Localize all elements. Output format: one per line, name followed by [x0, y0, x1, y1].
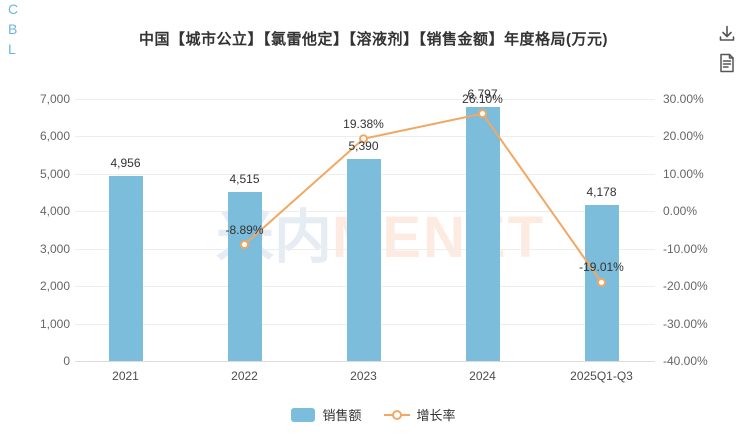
bar-2021[interactable] [108, 175, 143, 361]
x-axis-label: 2023 [350, 369, 377, 383]
line-point-2025Q1-Q3[interactable] [597, 277, 606, 287]
line-point-2022[interactable] [240, 240, 249, 250]
x-axis-label: 2021 [112, 369, 139, 383]
left-axis-tick: 0 [63, 354, 70, 368]
bar-value-label: 4,178 [586, 184, 617, 199]
growth-rate-label: 19.38% [343, 116, 384, 131]
left-axis-tick: 4,000 [39, 204, 70, 219]
left-axis-tick: 3,000 [39, 241, 70, 256]
left-axis-tick: 2,000 [39, 279, 70, 294]
bar-2022[interactable] [227, 192, 262, 361]
right-axis-tick: 0.00% [663, 204, 698, 219]
right-axis-tick: -40.00% [663, 354, 708, 368]
right-axis-tick: 30.00% [663, 92, 704, 106]
sidebar-letter: B [8, 21, 18, 37]
line-marker-icon [383, 408, 410, 422]
legend-label: 销售额 [322, 408, 362, 423]
right-axis-tick: -10.00% [663, 241, 708, 256]
sidebar-vertical-label[interactable]: C B L [8, 2, 18, 56]
chart-legend: 销售额 增长率 [0, 405, 747, 424]
x-axis-label: 2025Q1-Q3 [570, 369, 633, 383]
legend-label: 增长率 [416, 408, 456, 423]
left-axis-tick: 5,000 [39, 166, 70, 181]
x-axis-label: 2024 [469, 369, 496, 383]
gridline [75, 99, 655, 100]
bar-2023[interactable] [346, 159, 381, 361]
left-axis-tick: 7,000 [39, 92, 70, 106]
gridline [75, 361, 655, 362]
line-point-2024[interactable] [478, 109, 487, 119]
legend-item-sales[interactable]: 销售额 [291, 405, 362, 424]
x-axis-label: 2022 [231, 369, 258, 383]
left-axis-tick: 6,000 [39, 129, 70, 144]
sidebar-letter: C [8, 1, 19, 17]
bar-value-label: 6,797 [467, 86, 498, 101]
right-axis-tick: -30.00% [663, 316, 708, 331]
download-icon[interactable] [716, 23, 738, 45]
bar-value-label: 4,956 [110, 155, 141, 170]
bar-value-label: 5,390 [348, 139, 379, 154]
line-point-2023[interactable] [359, 134, 368, 144]
left-axis-tick: 1,000 [39, 316, 70, 331]
right-axis-tick: -20.00% [663, 279, 708, 294]
legend-item-growth[interactable]: 增长率 [383, 405, 456, 424]
right-axis-tick: 10.00% [663, 166, 704, 181]
right-axis-tick: 20.00% [663, 129, 704, 144]
chart-title: 中国【城市公立】【氯雷他定】【溶液剂】【销售金额】年度格局(万元) [139, 31, 608, 48]
sidebar-letter: L [8, 41, 16, 57]
growth-rate-label: -8.89% [225, 222, 264, 237]
bar-value-label: 4,515 [229, 172, 260, 186]
growth-rate-label: -19.01% [579, 260, 624, 275]
growth-line [243, 112, 603, 284]
report-icon[interactable] [716, 52, 738, 74]
growth-rate-label: 26.10% [462, 91, 503, 106]
bar-swatch-icon [291, 407, 316, 422]
bar-2024[interactable] [465, 106, 500, 361]
